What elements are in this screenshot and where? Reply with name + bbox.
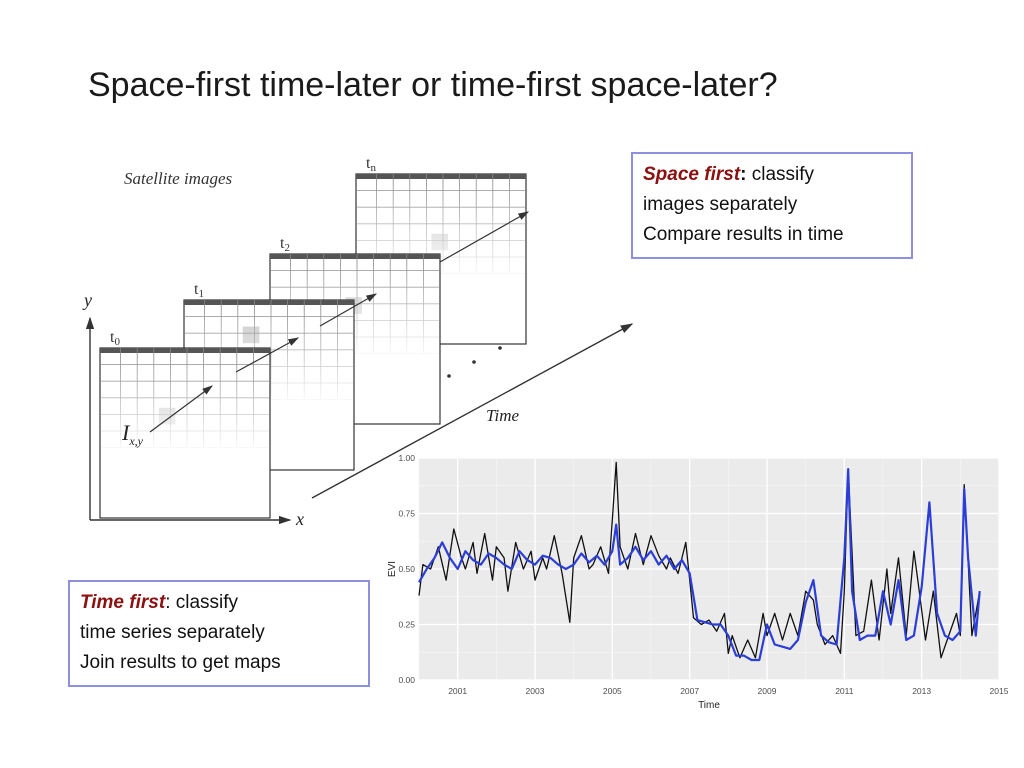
space-first-line2: images separately xyxy=(643,194,798,215)
time-first-rest: classify xyxy=(170,592,239,613)
satellite-images-caption: Satellite images xyxy=(124,169,233,188)
x-tick-label-6: 2013 xyxy=(912,686,931,696)
x-tick-label-3: 2007 xyxy=(680,686,699,696)
series-line-0 xyxy=(418,461,981,659)
pixel-label: Ix,y xyxy=(121,420,144,448)
space-first-emph: Space first xyxy=(643,164,741,185)
x-axis-label: x xyxy=(295,509,304,529)
y-tick-label-4: 1.00 xyxy=(398,453,415,463)
pixel-arrow-3 xyxy=(439,211,530,263)
time-first-line2: time series separately xyxy=(80,622,265,643)
ellipsis-dot-0 xyxy=(447,374,451,378)
space-first-colon: : xyxy=(740,164,747,185)
ellipsis-dot-2 xyxy=(498,346,502,350)
pixel-arrow-1 xyxy=(235,337,300,373)
series-line-1 xyxy=(418,468,981,662)
chart-ylabel: EVI xyxy=(387,561,398,577)
x-tick-label-0: 2001 xyxy=(448,686,467,696)
pixel-arrow-0 xyxy=(149,385,213,433)
frame-label-base: t xyxy=(366,155,371,172)
frame-label-3: tn xyxy=(366,155,376,174)
image-frame-0: t0 xyxy=(99,329,271,519)
frame-label-sub: 2 xyxy=(284,242,290,254)
y-tick-label-3: 0.75 xyxy=(398,509,415,519)
frame-label-2: t2 xyxy=(280,235,290,254)
time-first-colon: : xyxy=(165,592,171,613)
time-first-emph: Time first xyxy=(80,592,166,613)
space-first-line3: Compare results in time xyxy=(643,224,844,245)
time-first-note: Time first: classify time series separat… xyxy=(68,580,370,687)
y-tick-label-1: 0.25 xyxy=(398,620,415,630)
x-tick-label-1: 2003 xyxy=(526,686,545,696)
x-tick-label-5: 2011 xyxy=(835,686,854,696)
time-axis-arrow xyxy=(311,323,634,499)
x-tick-label-4: 2009 xyxy=(758,686,777,696)
evi-time-series-chart: 2001 2003 2005 2007 2009 2011 2013 2015 0.00 0.25… xyxy=(387,453,1008,711)
frame-label-sub: 1 xyxy=(198,288,204,300)
time-first-line3: Join results to get maps xyxy=(80,652,281,673)
frame-label-base: t xyxy=(194,281,199,298)
pixel-label-sub: x,y xyxy=(128,434,143,448)
y-tick-label-2: 0.50 xyxy=(398,564,415,574)
pixel-label-base: I xyxy=(121,420,131,445)
y-tick-label-0: 0.00 xyxy=(398,675,415,685)
frame-label-sub: n xyxy=(370,162,376,174)
x-tick-label-7: 2015 xyxy=(990,686,1008,696)
frame-label-sub: 0 xyxy=(114,336,120,348)
x-tick-label-2: 2005 xyxy=(603,686,622,696)
time-axis-label: Time xyxy=(486,406,520,425)
frame-label-1: t1 xyxy=(194,281,204,300)
frame-label-0: t0 xyxy=(110,329,120,348)
pixel-arrow-2 xyxy=(319,293,378,327)
y-axis-label: y xyxy=(82,290,92,310)
frame-label-base: t xyxy=(110,329,115,346)
space-first-note: Space first: classify images separately … xyxy=(631,152,913,259)
ellipsis-dot-1 xyxy=(472,360,476,364)
chart-xlabel: Time xyxy=(698,700,720,711)
space-first-rest: classify xyxy=(746,164,815,185)
slide-title: Space-first time-later or time-first spa… xyxy=(88,66,778,104)
image-frame-3: tn xyxy=(355,155,527,345)
frame-label-base: t xyxy=(280,235,285,252)
